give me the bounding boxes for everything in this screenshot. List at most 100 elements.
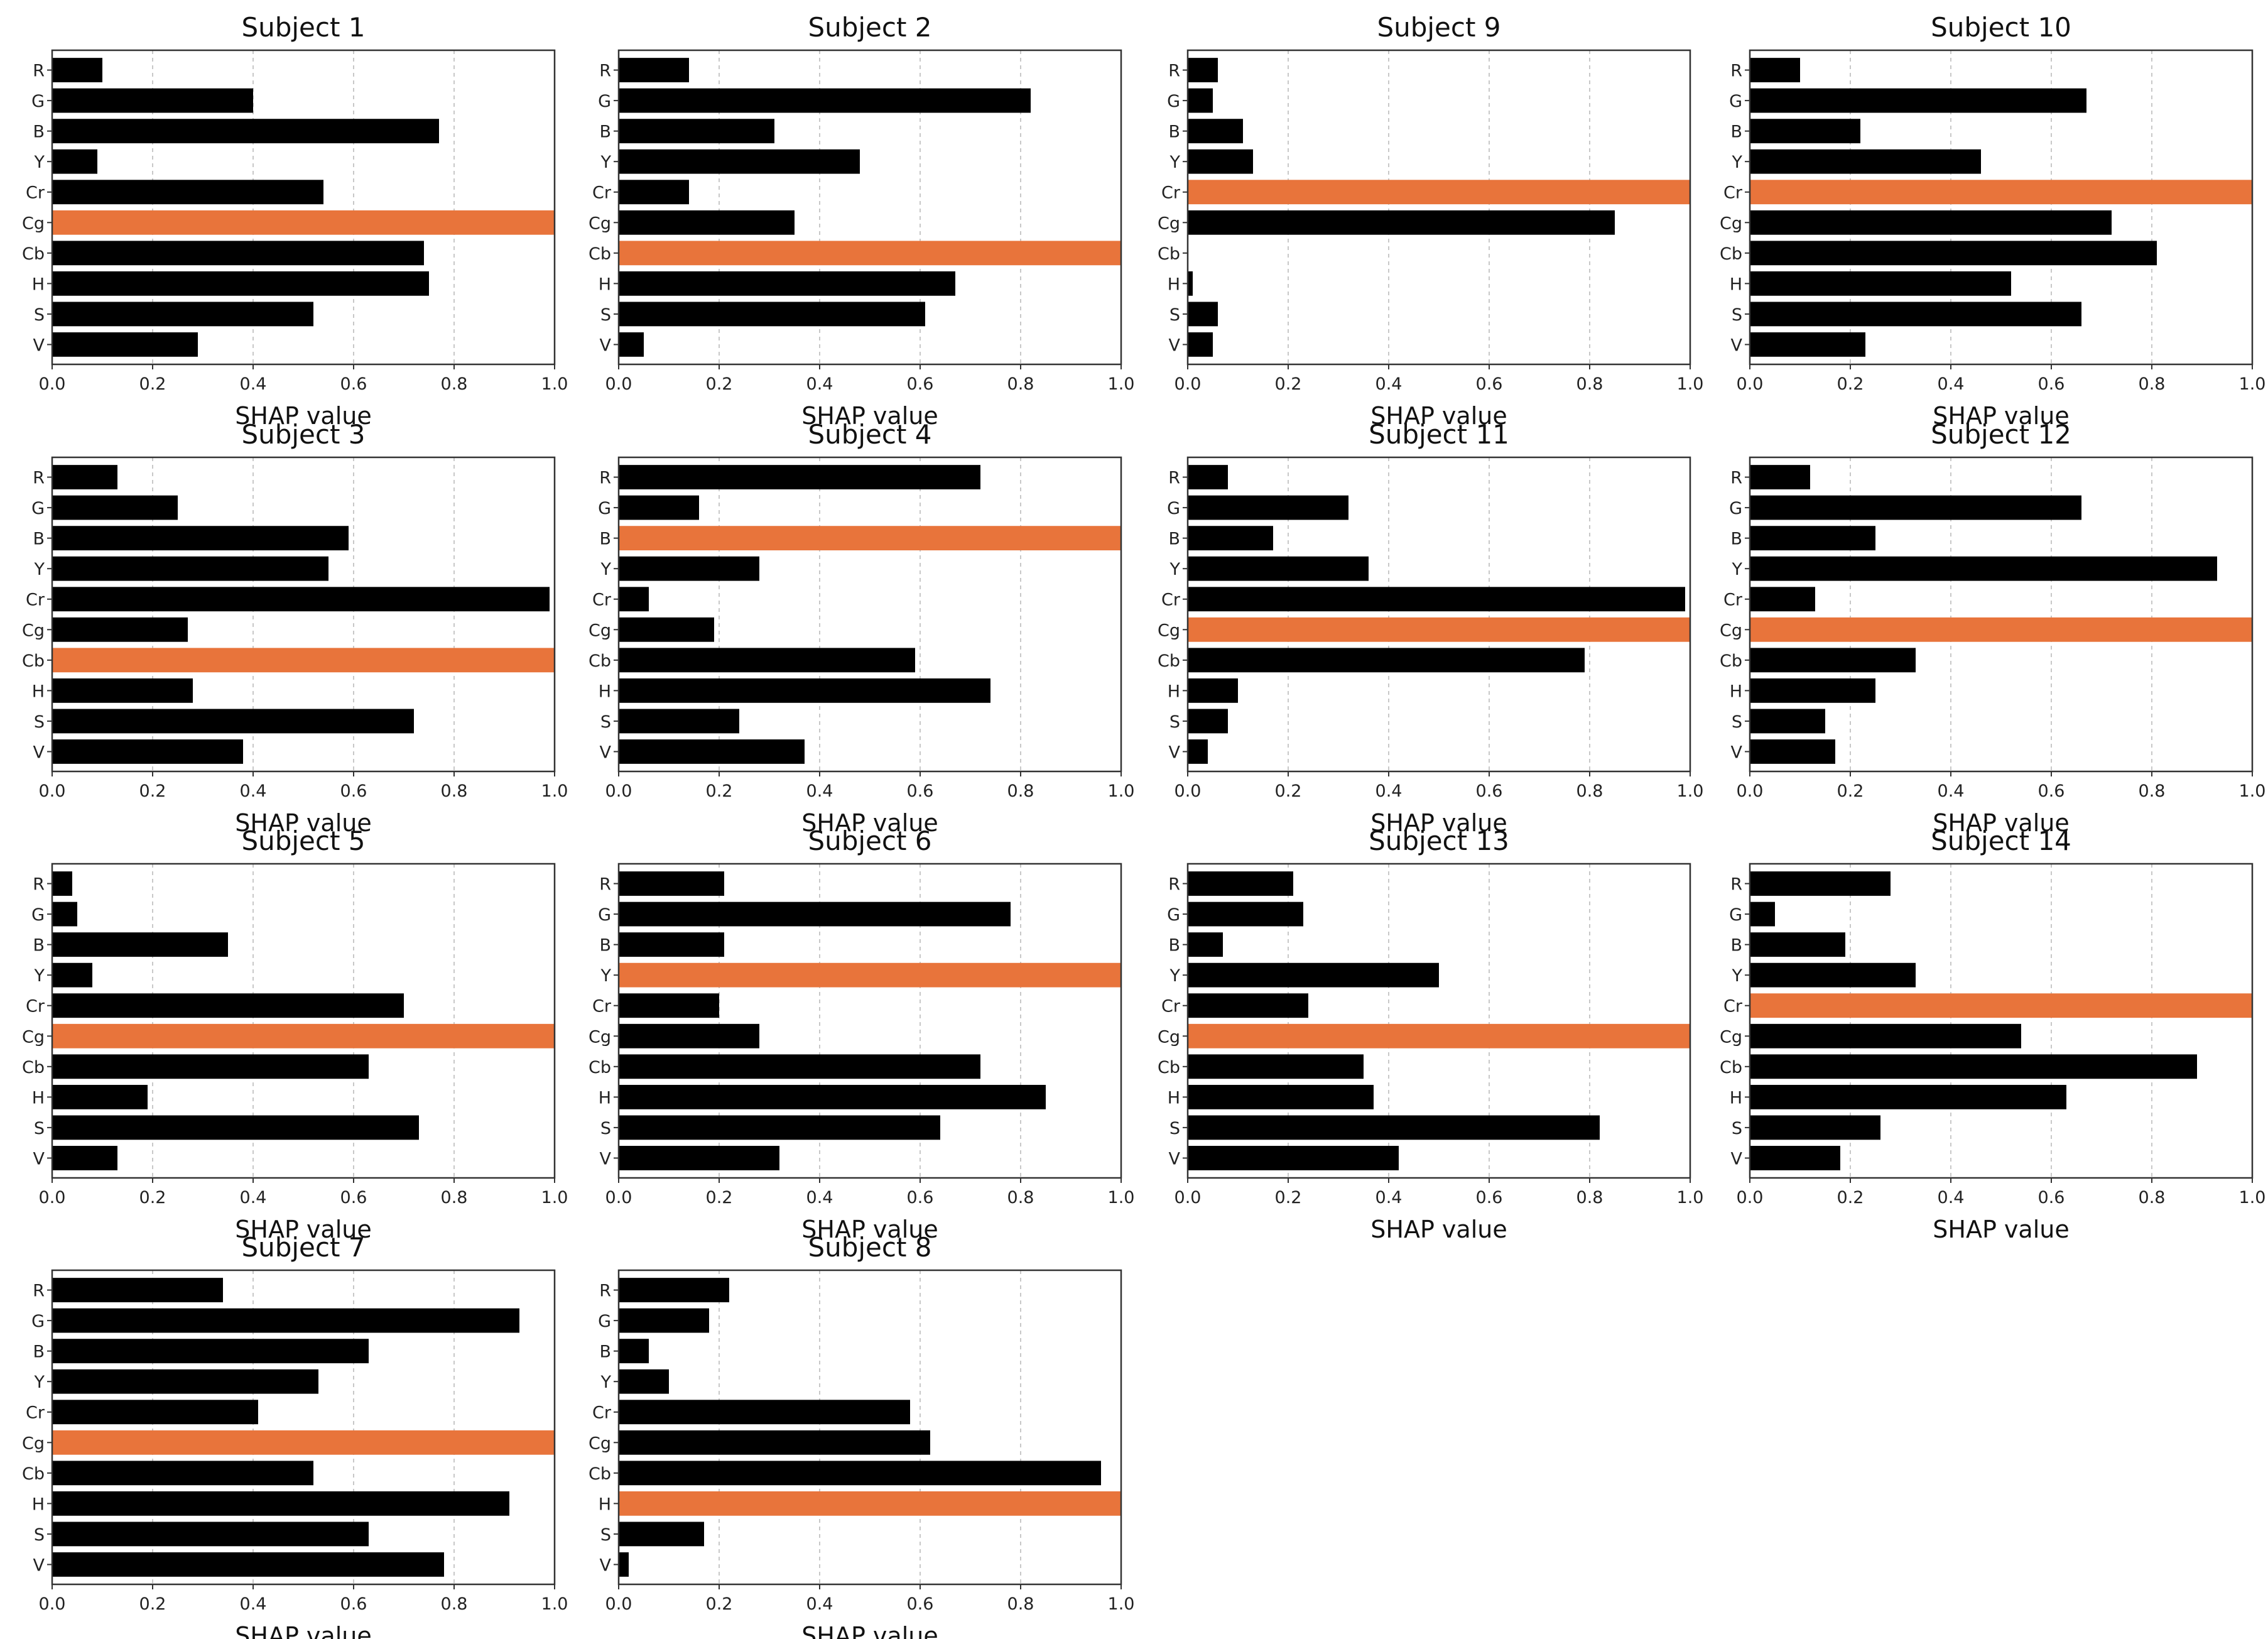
- bar: [1188, 962, 1439, 988]
- highlighted-bar: [52, 1430, 555, 1455]
- x-tick-label: 0.8: [1007, 374, 1034, 394]
- y-tick-label: H: [599, 275, 611, 294]
- x-tick-label: 0.8: [2139, 1188, 2166, 1207]
- y-tick-label: G: [598, 499, 611, 518]
- x-tick-label: 1.0: [541, 781, 568, 801]
- x-axis-label: SHAP value: [235, 1622, 371, 1639]
- x-tick-label: 0.8: [1576, 1188, 1603, 1207]
- y-tick-label: V: [1169, 335, 1181, 355]
- x-tick-label: 0.4: [1938, 1188, 1965, 1207]
- x-axis-label: SHAP value: [1933, 1216, 2069, 1243]
- x-tick-label: 0.6: [1476, 1188, 1503, 1207]
- x-tick-label: 0.8: [441, 1188, 468, 1207]
- bar: [619, 1461, 1101, 1486]
- plot-area: [1188, 50, 1690, 364]
- x-tick-label: 1.0: [1677, 781, 1704, 801]
- x-axis-label: SHAP value: [801, 809, 938, 837]
- bar: [619, 58, 689, 82]
- y-tick-label: S: [34, 712, 45, 732]
- x-axis-label: SHAP value: [235, 1216, 371, 1243]
- x-tick-label: 1.0: [1108, 374, 1135, 394]
- y-tick-label: Y: [600, 966, 612, 986]
- y-tick-label: Cb: [22, 244, 45, 264]
- y-tick-label: Cr: [1723, 997, 1743, 1016]
- bar: [619, 495, 699, 520]
- bar: [52, 962, 92, 988]
- y-tick-label: R: [1168, 469, 1180, 488]
- x-tick-label: 0.4: [806, 1188, 833, 1207]
- chart-title: Subject 4: [808, 419, 931, 450]
- y-tick-label: B: [1730, 936, 1742, 956]
- y-tick-label: S: [600, 712, 611, 732]
- y-tick-label: Cg: [589, 1027, 611, 1047]
- bar: [52, 302, 313, 327]
- y-tick-label: V: [1731, 743, 1743, 762]
- bar: [619, 1054, 980, 1079]
- bar: [619, 1084, 1046, 1109]
- x-axis-label: SHAP value: [235, 809, 371, 837]
- bar: [1188, 1084, 1374, 1109]
- bar: [1188, 932, 1223, 957]
- x-axis-label: SHAP value: [801, 402, 938, 430]
- x-tick-label: 0.0: [1175, 1188, 1202, 1207]
- y-tick-label: B: [33, 1342, 45, 1362]
- x-tick-label: 0.0: [1737, 374, 1764, 394]
- x-tick-label: 0.2: [1837, 1188, 1864, 1207]
- bar: [619, 556, 759, 581]
- x-tick-label: 0.2: [706, 1188, 733, 1207]
- bar: [1750, 678, 1875, 703]
- x-tick-label: 0.8: [1007, 1188, 1034, 1207]
- y-tick-label: Cr: [1161, 591, 1181, 610]
- y-tick-label: H: [599, 1495, 611, 1514]
- x-tick-label: 0.4: [1375, 1188, 1403, 1207]
- bar: [52, 241, 424, 266]
- y-tick-label: Cg: [22, 214, 45, 233]
- bar: [52, 1115, 419, 1140]
- bar: [52, 617, 188, 642]
- axes-frame: [51, 1269, 556, 1586]
- bar: [1750, 1146, 1840, 1170]
- y-tick-label: Y: [1732, 966, 1743, 986]
- y-tick-label: B: [1168, 123, 1180, 142]
- y-tick-label: G: [1167, 92, 1180, 111]
- bar: [1188, 709, 1228, 734]
- axes-frame: [617, 456, 1122, 773]
- x-tick-label: 0.4: [1375, 781, 1403, 801]
- x-tick-label: 0.2: [706, 781, 733, 801]
- y-tick-label: Cr: [592, 183, 612, 203]
- x-tick-label: 0.6: [907, 1594, 934, 1614]
- y-tick-label: Cg: [22, 1027, 45, 1047]
- bar: [1750, 932, 1845, 957]
- y-tick-label: R: [33, 875, 45, 895]
- bar: [619, 1552, 629, 1577]
- chart-title: Subject 3: [241, 419, 365, 450]
- x-tick-label: 0.6: [340, 374, 367, 394]
- x-tick-label: 0.8: [441, 1594, 468, 1614]
- x-tick-label: 0.2: [139, 374, 166, 394]
- y-tick-label: G: [1729, 92, 1742, 111]
- y-tick-label: H: [1168, 275, 1180, 294]
- bar: [619, 88, 1031, 113]
- y-tick-label: V: [600, 1149, 612, 1168]
- y-tick-label: Y: [600, 560, 612, 579]
- highlighted-bar: [1188, 1023, 1690, 1048]
- x-tick-label: 0.2: [139, 781, 166, 801]
- x-tick-label: 1.0: [541, 374, 568, 394]
- bar: [52, 1339, 369, 1364]
- bar: [1188, 119, 1243, 144]
- y-tick-label: H: [1168, 682, 1180, 701]
- y-tick-label: Cg: [1158, 214, 1180, 233]
- bar: [1188, 648, 1585, 673]
- axes-frame: [617, 49, 1122, 366]
- bar: [619, 1339, 649, 1364]
- y-tick-label: S: [1732, 1119, 1742, 1138]
- bar: [619, 932, 724, 957]
- x-tick-label: 0.4: [806, 781, 833, 801]
- y-tick-label: Cb: [1158, 1058, 1180, 1077]
